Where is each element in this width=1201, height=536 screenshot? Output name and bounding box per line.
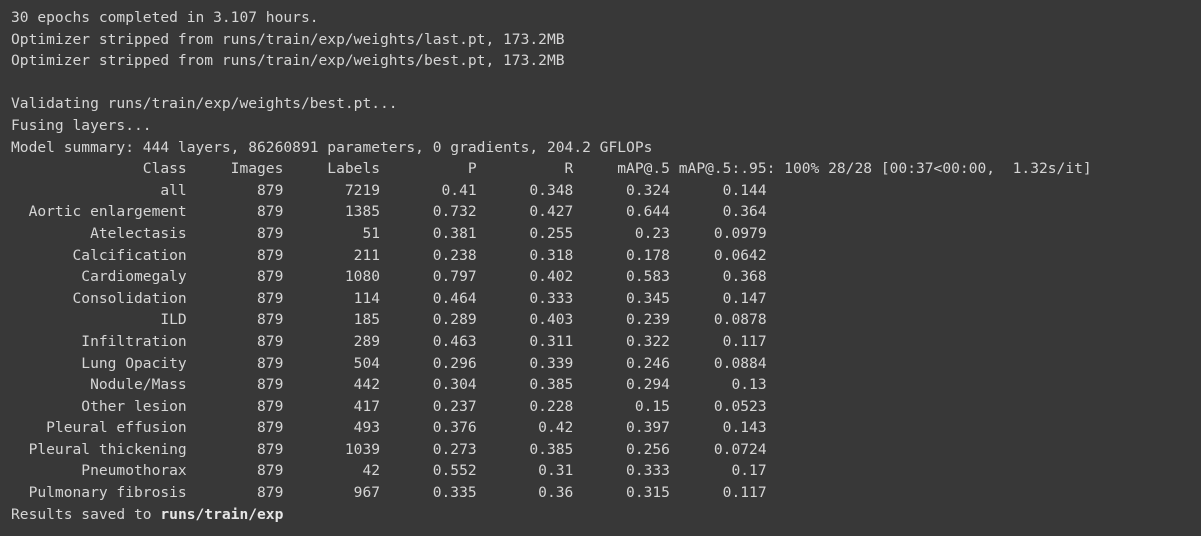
table-row: Pulmonary fibrosis 879 967 0.335 0.36 0.… xyxy=(11,484,767,502)
table-row: Pneumothorax 879 42 0.552 0.31 0.333 0.1… xyxy=(11,462,767,480)
model-summary-line: Model summary: 444 layers, 86260891 para… xyxy=(11,138,653,156)
table-row: all 879 7219 0.41 0.348 0.324 0.144 xyxy=(11,181,767,199)
table-row: Pleural thickening 879 1039 0.273 0.385 … xyxy=(11,440,767,458)
table-row: Lung Opacity 879 504 0.296 0.339 0.246 0… xyxy=(11,354,767,372)
results-prefix: Results saved to xyxy=(11,505,161,523)
fusing-layers-line: Fusing layers... xyxy=(11,116,152,134)
optimizer-stripped-last-line: Optimizer stripped from runs/train/exp/w… xyxy=(11,30,565,48)
table-row: Aortic enlargement 879 1385 0.732 0.427 … xyxy=(11,203,767,221)
validating-line: Validating runs/train/exp/weights/best.p… xyxy=(11,95,398,113)
blank-line xyxy=(11,72,1201,94)
table-row: Consolidation 879 114 0.464 0.333 0.345 … xyxy=(11,289,767,307)
table-row: Calcification 879 211 0.238 0.318 0.178 … xyxy=(11,246,767,264)
epochs-summary-line: 30 epochs completed in 3.107 hours. xyxy=(11,9,319,26)
table-row: Cardiomegaly 879 1080 0.797 0.402 0.583 … xyxy=(11,268,767,286)
table-row: ILD 879 185 0.289 0.403 0.239 0.0878 xyxy=(11,311,767,329)
optimizer-stripped-best-line: Optimizer stripped from runs/train/exp/w… xyxy=(11,52,565,70)
metrics-table: Class Images Labels P R mAP@.5 mAP@.5:.9… xyxy=(11,158,1201,504)
table-row: Infiltration 879 289 0.463 0.311 0.322 0… xyxy=(11,332,767,350)
table-row: Pleural effusion 879 493 0.376 0.42 0.39… xyxy=(11,419,767,437)
metrics-table-header: Class Images Labels P R mAP@.5 mAP@.5:.9… xyxy=(11,160,1092,178)
table-row: Atelectasis 879 51 0.381 0.255 0.23 0.09… xyxy=(11,224,767,242)
results-path: runs/train/exp xyxy=(160,505,284,523)
table-row: Other lesion 879 417 0.237 0.228 0.15 0.… xyxy=(11,397,767,415)
table-row: Nodule/Mass 879 442 0.304 0.385 0.294 0.… xyxy=(11,376,767,394)
results-saved-line: Results saved to runs/train/exp xyxy=(11,504,1201,526)
